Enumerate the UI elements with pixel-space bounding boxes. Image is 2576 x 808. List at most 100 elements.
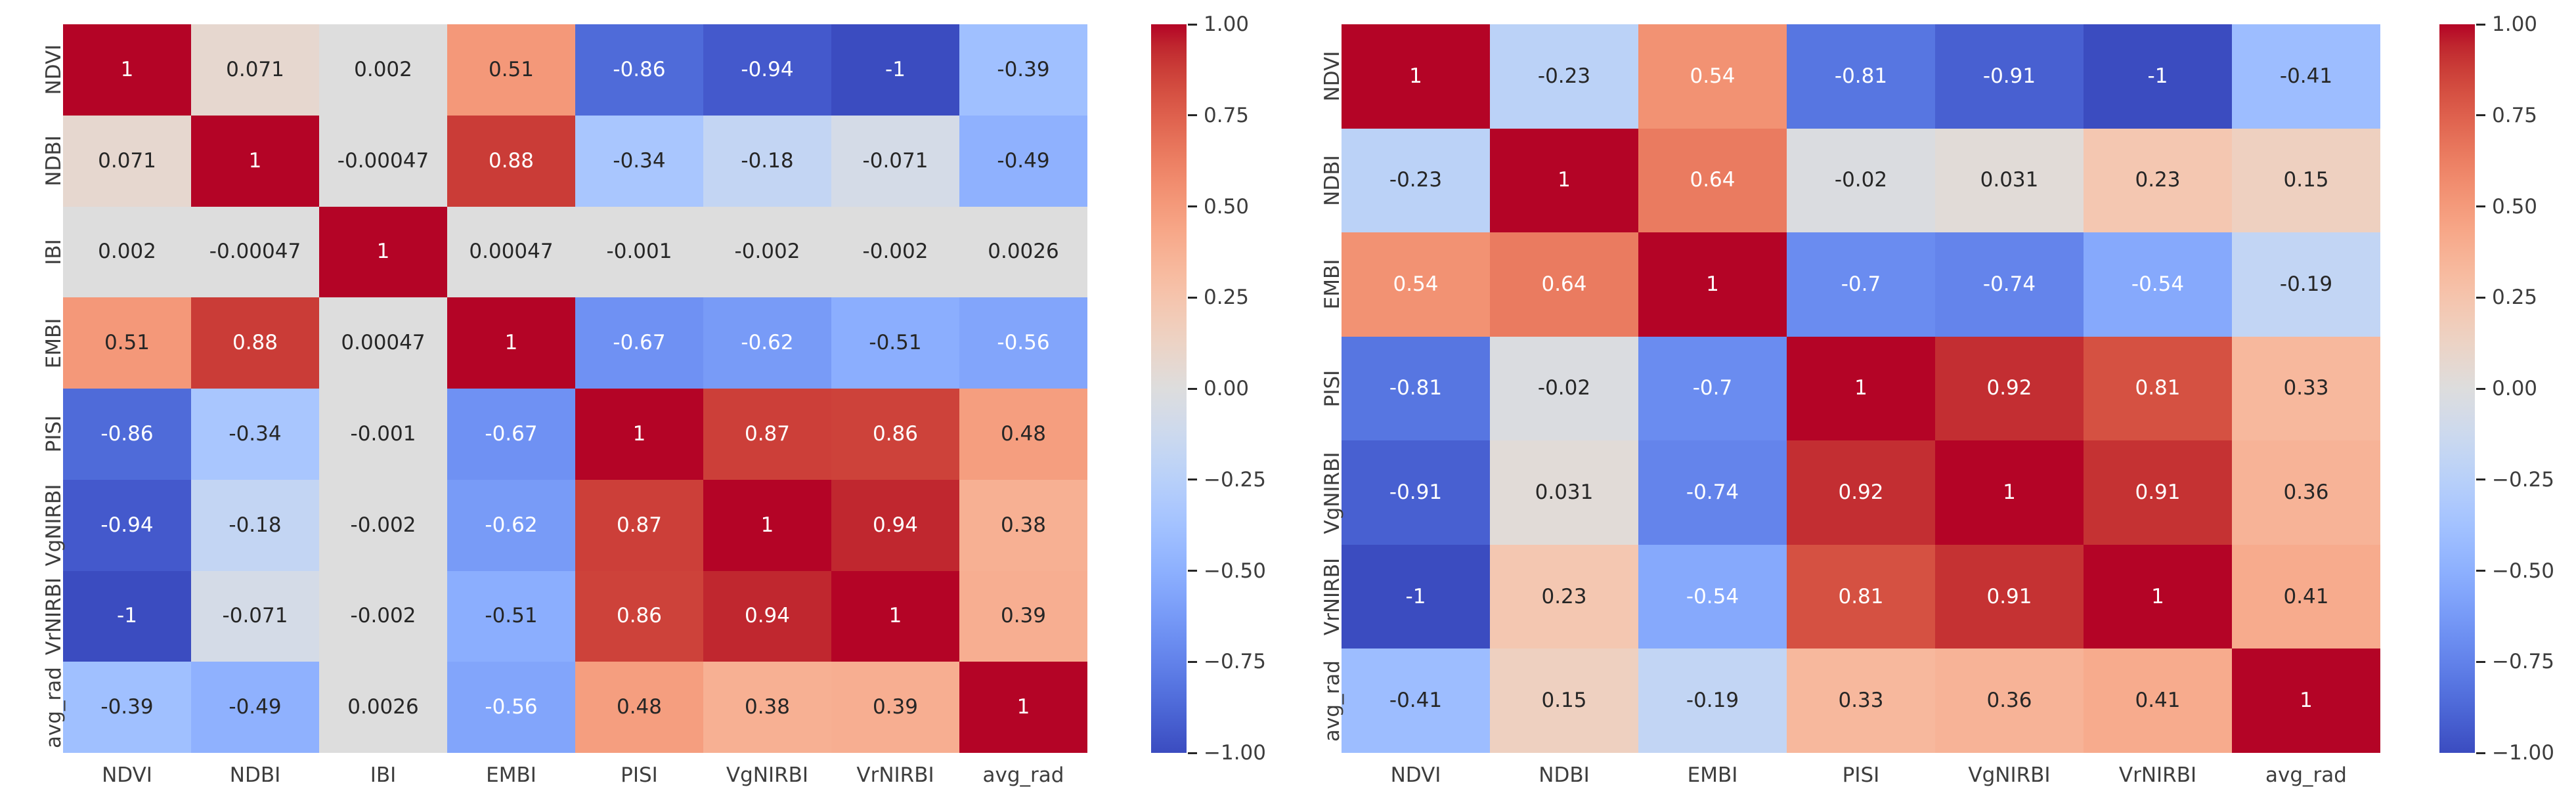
left-y-tick-label-PISI: PISI — [42, 415, 66, 453]
heatmap-cell-NDVI-EMBI: 0.54 — [1638, 24, 1787, 129]
right-colorbar-tick — [2476, 752, 2485, 754]
heatmap-cell-PISI-NDBI: -0.34 — [191, 389, 319, 480]
heatmap-cell-PISI-avg_rad: 0.33 — [2232, 336, 2380, 441]
heatmap-cell-avg_rad-NDBI: 0.15 — [1490, 649, 1638, 753]
heatmap-cell-IBI-NDVI: 0.002 — [63, 206, 191, 298]
right-colorbar-tick — [2476, 23, 2485, 26]
left-y-tick-label-NDVI: NDVI — [42, 44, 66, 95]
left-colorbar-tick — [1188, 478, 1197, 481]
left-colorbar-tick — [1188, 752, 1197, 754]
left-colorbar-tick-label: −0.50 — [1204, 559, 1266, 583]
heatmap-cell-NDVI-IBI: 0.002 — [319, 24, 447, 116]
heatmap-cell-EMBI-VgNIRBI: -0.62 — [703, 297, 831, 389]
heatmap-cell-VgNIRBI-VrNIRBI: 0.91 — [2084, 440, 2232, 545]
heatmap-cell-VgNIRBI-avg_rad: 0.38 — [959, 479, 1087, 571]
heatmap-cell-avg_rad-VrNIRBI: 0.41 — [2084, 649, 2232, 753]
right-y-tick-label-avg_rad: avg_rad — [1321, 660, 1344, 742]
heatmap-cell-EMBI-VrNIRBI: -0.54 — [2084, 232, 2232, 337]
heatmap-cell-EMBI-avg_rad: -0.56 — [959, 297, 1087, 389]
left-x-tick-label-avg_rad: avg_rad — [982, 763, 1064, 787]
heatmap-cell-VrNIRBI-EMBI: -0.54 — [1638, 544, 1787, 649]
right-colorbar-tick — [2476, 387, 2485, 390]
heatmap-cell-VgNIRBI-PISI: 0.87 — [575, 479, 703, 571]
heatmap-cell-PISI-PISI: 1 — [1787, 336, 1935, 441]
left-colorbar-tick-label: 0.25 — [1204, 286, 1250, 310]
heatmap-cell-avg_rad-PISI: 0.33 — [1787, 649, 1935, 753]
heatmap-cell-PISI-VrNIRBI: 0.81 — [2084, 336, 2232, 441]
right-x-tick-label-VrNIRBI: VrNIRBI — [2118, 763, 2197, 787]
left-x-tick-label-EMBI: EMBI — [486, 763, 536, 787]
heatmap-cell-EMBI-NDBI: 0.64 — [1490, 232, 1638, 337]
left-colorbar-tick — [1188, 660, 1197, 663]
heatmap-cell-NDVI-avg_rad: -0.39 — [959, 24, 1087, 116]
heatmap-cell-NDBI-avg_rad: -0.49 — [959, 115, 1087, 207]
right-x-tick-label-avg_rad: avg_rad — [2265, 763, 2347, 787]
left-colorbar-tick — [1188, 296, 1197, 299]
right-x-tick-label-EMBI: EMBI — [1687, 763, 1738, 787]
left-colorbar-tick-label: 0.50 — [1204, 194, 1250, 219]
heatmap-cell-NDBI-NDVI: 0.071 — [63, 115, 191, 207]
right-colorbar-tick — [2476, 114, 2485, 117]
heatmap-cell-VrNIRBI-VrNIRBI: 1 — [831, 570, 959, 662]
heatmap-cell-IBI-PISI: -0.001 — [575, 206, 703, 298]
heatmap-cell-EMBI-PISI: -0.67 — [575, 297, 703, 389]
heatmap-cell-EMBI-VrNIRBI: -0.51 — [831, 297, 959, 389]
heatmap-cell-VgNIRBI-IBI: -0.002 — [319, 479, 447, 571]
heatmap-cell-VrNIRBI-avg_rad: 0.39 — [959, 570, 1087, 662]
heatmap-cell-PISI-PISI: 1 — [575, 389, 703, 480]
heatmap-cell-NDBI-EMBI: 0.88 — [447, 115, 575, 207]
heatmap-cell-NDVI-VrNIRBI: -1 — [2084, 24, 2232, 129]
heatmap-cell-PISI-IBI: -0.001 — [319, 389, 447, 480]
heatmap-cell-NDVI-NDVI: 1 — [1342, 24, 1490, 129]
heatmap-cell-PISI-EMBI: -0.7 — [1638, 336, 1787, 441]
heatmap-cell-VrNIRBI-NDVI: -1 — [63, 570, 191, 662]
heatmap-cell-NDVI-NDBI: -0.23 — [1490, 24, 1638, 129]
heatmap-cell-NDBI-NDBI: 1 — [191, 115, 319, 207]
left-y-tick-label-avg_rad: avg_rad — [42, 666, 66, 748]
heatmap-cell-EMBI-avg_rad: -0.19 — [2232, 232, 2380, 337]
heatmap-cell-VrNIRBI-VgNIRBI: 0.91 — [1935, 544, 2084, 649]
heatmap-cell-NDBI-NDBI: 1 — [1490, 128, 1638, 233]
heatmap-cell-VrNIRBI-NDVI: -1 — [1342, 544, 1490, 649]
right-colorbar — [2439, 24, 2475, 753]
left-colorbar-tick — [1188, 570, 1197, 572]
left-colorbar-tick-label: −1.00 — [1204, 741, 1266, 765]
heatmap-cell-VgNIRBI-EMBI: -0.74 — [1638, 440, 1787, 545]
right-y-tick-label-EMBI: EMBI — [1321, 259, 1344, 310]
left-colorbar — [1151, 24, 1187, 753]
right-colorbar-tick — [2476, 478, 2485, 481]
heatmap-cell-NDVI-PISI: -0.86 — [575, 24, 703, 116]
heatmap-cell-VgNIRBI-VrNIRBI: 0.94 — [831, 479, 959, 571]
left-colorbar-tick-label: −0.75 — [1204, 650, 1266, 674]
right-colorbar-tick-label: 0.50 — [2492, 194, 2538, 219]
heatmap-cell-NDVI-VrNIRBI: -1 — [831, 24, 959, 116]
left-y-tick-label-IBI: IBI — [42, 239, 66, 265]
heatmap-cell-avg_rad-NDVI: -0.39 — [63, 662, 191, 753]
right-colorbar-tick — [2476, 570, 2485, 572]
right-y-tick-label-NDVI: NDVI — [1321, 51, 1344, 102]
heatmap-cell-NDBI-VgNIRBI: 0.031 — [1935, 128, 2084, 233]
heatmap-cell-avg_rad-NDVI: -0.41 — [1342, 649, 1490, 753]
left-colorbar-tick-label: 0.75 — [1204, 103, 1250, 127]
right-x-tick-label-NDBI: NDBI — [1539, 763, 1590, 787]
right-x-tick-label-VgNIRBI: VgNIRBI — [1968, 763, 2051, 787]
heatmap-cell-EMBI-NDVI: 0.51 — [63, 297, 191, 389]
heatmap-cell-PISI-VgNIRBI: 0.92 — [1935, 336, 2084, 441]
heatmap-cell-NDBI-VrNIRBI: -0.071 — [831, 115, 959, 207]
left-colorbar-tick-label: −0.25 — [1204, 467, 1266, 492]
heatmap-cell-VgNIRBI-PISI: 0.92 — [1787, 440, 1935, 545]
heatmap-cell-avg_rad-NDBI: -0.49 — [191, 662, 319, 753]
heatmap-cell-IBI-EMBI: 0.00047 — [447, 206, 575, 298]
heatmap-cell-EMBI-EMBI: 1 — [1638, 232, 1787, 337]
heatmap-cell-avg_rad-VrNIRBI: 0.39 — [831, 662, 959, 753]
right-heatmap: 1 -0.23 0.54 -0.81 -0.91 -1 -0.41 -0.23 1 0.64 -0.… — [1342, 24, 2380, 753]
heatmap-cell-VrNIRBI-PISI: 0.81 — [1787, 544, 1935, 649]
heatmap-cell-NDBI-PISI: -0.34 — [575, 115, 703, 207]
right-colorbar-tick-label: 0.00 — [2492, 377, 2538, 400]
heatmap-cell-VgNIRBI-VgNIRBI: 1 — [703, 479, 831, 571]
right-y-tick-label-NDBI: NDBI — [1321, 155, 1344, 206]
left-colorbar-tick — [1188, 23, 1197, 26]
heatmap-cell-EMBI-EMBI: 1 — [447, 297, 575, 389]
left-x-tick-label-PISI: PISI — [621, 763, 658, 787]
